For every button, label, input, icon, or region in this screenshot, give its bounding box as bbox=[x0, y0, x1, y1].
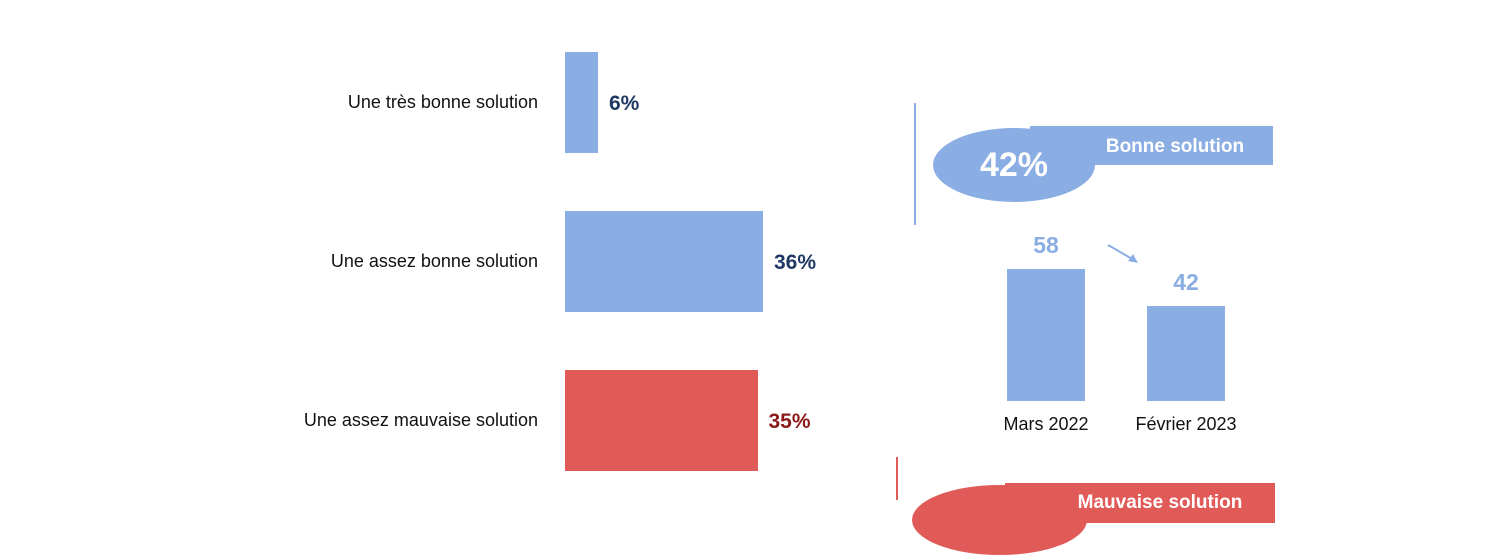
bar-assez-bonne bbox=[565, 211, 763, 312]
mini-xlabel-mars-2022: Mars 2022 bbox=[1003, 414, 1089, 434]
summary-good-label: Bonne solution bbox=[1105, 136, 1245, 157]
value-label-assez-bonne: 36% bbox=[774, 251, 817, 274]
divider-line-bottom bbox=[896, 457, 898, 500]
value-label-assez-mauvaise: 35% bbox=[768, 410, 811, 433]
mini-value-mars-2022: 58 bbox=[1033, 232, 1059, 259]
bar-assez-mauvaise bbox=[565, 370, 758, 471]
value-label-tres-bonne: 6% bbox=[609, 92, 640, 115]
trend-arrow-icon bbox=[1107, 244, 1138, 263]
category-label-assez-bonne: Une assez bonne solution bbox=[330, 251, 538, 271]
category-label-assez-mauvaise: Une assez mauvaise solution bbox=[303, 410, 538, 430]
bar-tres-bonne bbox=[565, 52, 598, 153]
mini-xlabel-fevrier-2023: Février 2023 bbox=[1135, 414, 1237, 434]
summary-good-ellipse bbox=[933, 128, 1095, 202]
mini-bar-mars-2022 bbox=[1007, 269, 1085, 401]
summary-bad-label: Mauvaise solution bbox=[1077, 492, 1243, 513]
mini-value-fevrier-2023: 42 bbox=[1173, 268, 1199, 295]
category-label-tres-bonne: Une très bonne solution bbox=[347, 92, 538, 112]
mini-bar-fevrier-2023 bbox=[1147, 305, 1225, 401]
divider-line-top bbox=[914, 103, 916, 225]
summary-good-value: 42% bbox=[979, 146, 1049, 184]
